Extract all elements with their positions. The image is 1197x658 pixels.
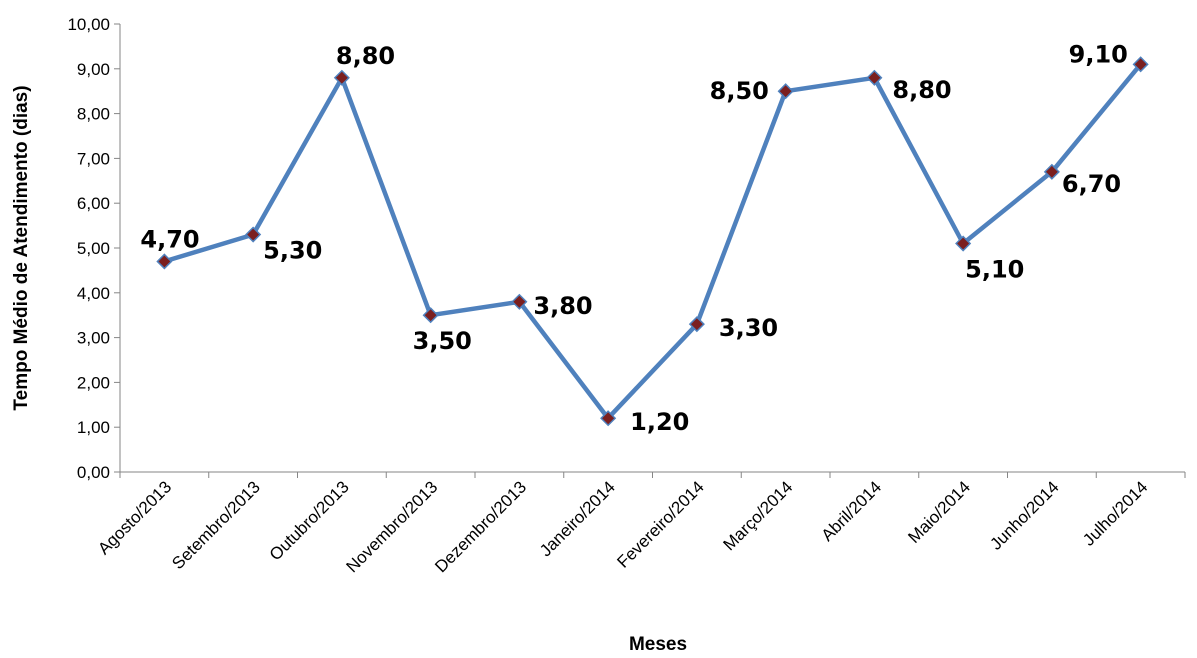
- y-tick-label: 2,00: [77, 373, 110, 392]
- data-label: 1,20: [630, 408, 689, 436]
- series-line: [162, 62, 1143, 421]
- data-point: [777, 83, 794, 100]
- x-tick-label: Janeiro/2014: [536, 477, 619, 560]
- x-tick-label: Julho/2014: [1079, 477, 1151, 549]
- y-tick-label: 4,00: [77, 284, 110, 303]
- data-label: 8,50: [710, 77, 769, 105]
- x-tick-label: Maio/2014: [904, 477, 974, 547]
- y-tick-label: 5,00: [77, 239, 110, 258]
- series-group: [156, 56, 1149, 427]
- data-label: 3,30: [719, 314, 778, 342]
- data-point: [866, 69, 883, 86]
- x-tick-label: Agosto/2013: [94, 477, 175, 558]
- data-label: 5,10: [965, 256, 1024, 284]
- data-point: [688, 316, 705, 333]
- data-labels: 4,70 5,30 8,80 3,50 3,80 1,20 3,30 8,50 8,80 5,10…: [140, 40, 1127, 436]
- data-label: 4,70: [140, 225, 199, 253]
- y-tick-label: 8,00: [77, 105, 110, 124]
- data-point: [1132, 56, 1149, 73]
- data-label: 6,70: [1062, 170, 1121, 198]
- x-tick-label: Março/2014: [720, 477, 797, 554]
- y-tick-label: 10,00: [67, 15, 110, 34]
- y-tick-label: 0,00: [77, 463, 110, 482]
- data-point: [245, 226, 262, 243]
- y-axis-title: Tempo Médio de Atendimento (dias): [11, 85, 32, 410]
- x-axis-title: Meses: [629, 634, 687, 655]
- data-label: 9,10: [1069, 40, 1128, 68]
- y-tick-label: 7,00: [77, 149, 110, 168]
- x-tick-label: Dezembro/2013: [431, 477, 530, 576]
- y-tick-label: 6,00: [77, 194, 110, 213]
- y-tick-label: 3,00: [77, 329, 110, 348]
- x-tick-label: Setembro/2013: [168, 477, 264, 573]
- data-point: [600, 410, 617, 427]
- data-point: [333, 69, 350, 86]
- data-point: [511, 293, 528, 310]
- chart-axes: [114, 23, 1186, 478]
- x-tick-label: Outubro/2013: [266, 477, 353, 564]
- data-label: 5,30: [263, 237, 322, 265]
- x-tick-label: Novembro/2013: [342, 477, 441, 576]
- x-tick-label: Junho/2014: [986, 477, 1062, 553]
- data-point: [1043, 163, 1060, 180]
- data-label: 3,50: [413, 327, 472, 355]
- x-tick-label: Abril/2014: [818, 477, 886, 545]
- y-tick-label: 9,00: [77, 60, 110, 79]
- y-tick-labels: 0,00 1,00 2,00 3,00 4,00 5,00 6,00 7,00 8,00 9,00…: [67, 15, 110, 482]
- x-tick-label: Fevereiro/2014: [613, 477, 707, 571]
- data-label: 8,80: [336, 42, 395, 70]
- data-label: 3,80: [533, 292, 592, 320]
- data-label: 8,80: [892, 76, 951, 104]
- data-point: [955, 235, 972, 252]
- y-tick-label: 1,00: [77, 418, 110, 437]
- data-point: [422, 307, 439, 324]
- data-point: [156, 253, 173, 270]
